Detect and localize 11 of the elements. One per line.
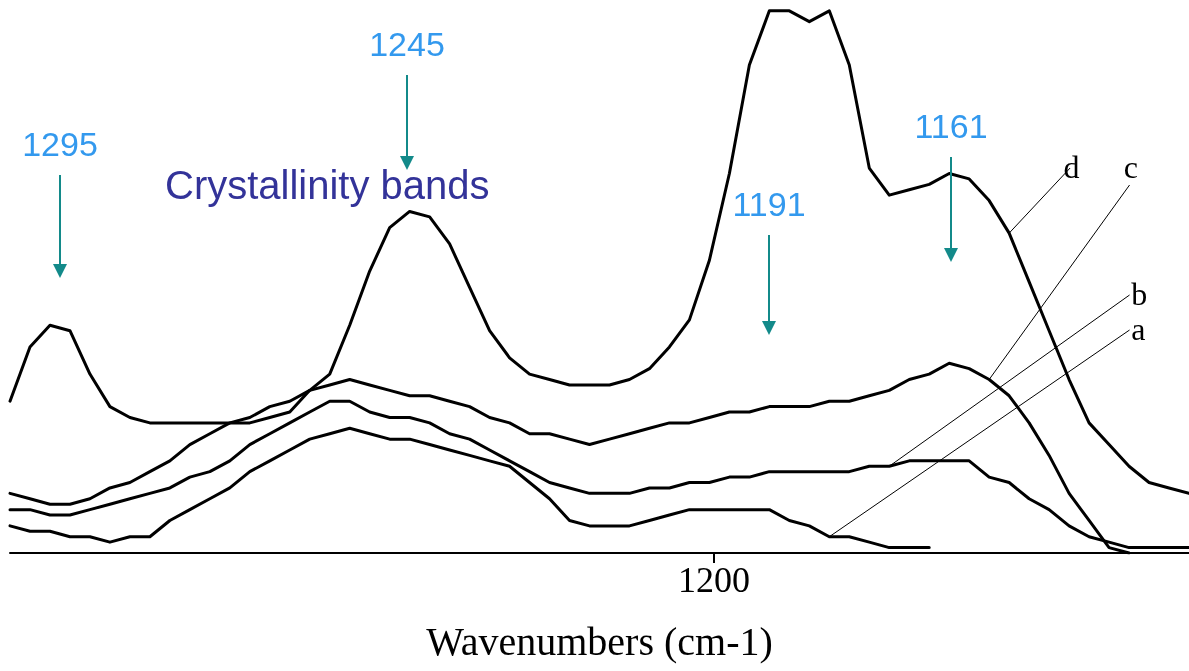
text: c [1123,149,1138,186]
text: b [1131,275,1148,312]
text: a [1131,310,1146,347]
annotation: Crystallinity bands [165,163,490,207]
annotation: 1191 [732,185,806,223]
x-axis-title: Wavenumbers (cm-1) [426,618,773,664]
annotation: 1245 [369,25,445,63]
text: 1200 [678,560,750,600]
annotation: 1161 [914,107,988,145]
annotation: 1295 [22,125,98,163]
text: d [1063,148,1080,185]
